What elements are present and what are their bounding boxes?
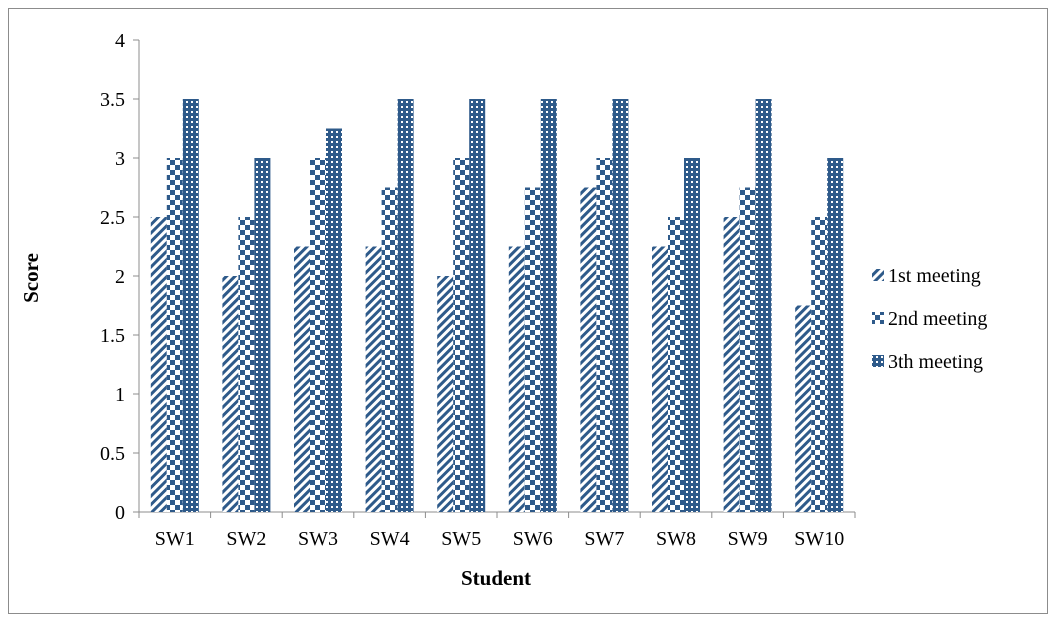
y-axis-title: Score (19, 253, 43, 303)
x-tick-label: SW2 (226, 528, 266, 550)
legend-swatch (872, 312, 884, 324)
legend-swatch (872, 355, 884, 367)
legend-label: 3th meeting (888, 351, 983, 373)
y-tick-label: 0.5 (100, 443, 125, 465)
bar-sw1-series-1 (150, 217, 167, 512)
bar-sw9-series-3 (755, 99, 772, 512)
y-tick-label: 4 (115, 30, 125, 52)
bar-sw5-series-3 (469, 99, 486, 512)
bar-sw3-series-2 (310, 158, 326, 512)
y-tick-label: 3 (115, 148, 125, 170)
bar-sw1-series-3 (182, 99, 199, 512)
x-tick-label: SW6 (513, 528, 553, 550)
x-tick-label: SW8 (656, 528, 696, 550)
y-tick-label: 2.5 (100, 207, 125, 229)
x-tick-label: SW1 (155, 528, 195, 550)
legend-label: 1st meeting (888, 265, 981, 287)
bar-sw3-series-3 (326, 128, 342, 512)
bar-sw2-series-2 (238, 217, 255, 512)
legend-swatch (872, 269, 884, 281)
y-tick-label: 2 (115, 266, 125, 288)
bar-sw4-series-3 (397, 99, 414, 512)
x-tick-label: SW5 (441, 528, 481, 550)
bar-sw5-series-2 (453, 158, 470, 512)
legend-label: 2nd meeting (888, 308, 987, 330)
bar-sw4-series-1 (365, 246, 382, 512)
x-tick-label: SW4 (370, 528, 410, 550)
bar-sw8-series-3 (684, 158, 700, 512)
bar-sw8-series-1 (652, 246, 668, 512)
y-tick-label: 1 (115, 384, 125, 406)
bars (150, 99, 844, 512)
bar-sw5-series-1 (437, 276, 454, 512)
x-axis: SW1 SW2 SW3 SW4 SW5 SW6 SW7 SW8 SW9 SW10 (138, 511, 856, 550)
y-tick-label: 1.5 (100, 325, 125, 347)
bar-sw6-series-3 (540, 99, 557, 512)
legend: 1st meeting 2nd meeting 3th meeting (872, 265, 987, 373)
bar-sw2-series-1 (222, 276, 239, 512)
x-tick-label: SW3 (298, 528, 338, 550)
y-axis: 0 0.5 1 1.5 2 2.5 3 3.5 4 (100, 30, 140, 524)
bar-sw2-series-3 (254, 158, 271, 512)
x-axis-title: Student (461, 566, 531, 590)
bar-sw6-series-1 (508, 246, 525, 512)
x-tick-label: SW9 (728, 528, 768, 550)
bar-sw9-series-2 (739, 187, 756, 512)
bar-sw3-series-1 (294, 246, 310, 512)
bar-sw9-series-1 (723, 217, 740, 512)
bar-sw7-series-3 (612, 99, 629, 512)
bar-sw10-series-2 (811, 217, 828, 512)
bar-sw6-series-2 (524, 187, 541, 512)
bar-sw7-series-2 (596, 158, 613, 512)
bar-sw8-series-2 (668, 217, 684, 512)
bar-sw1-series-2 (166, 158, 183, 512)
x-tick-label: SW7 (584, 528, 624, 550)
bar-sw4-series-2 (381, 187, 398, 512)
y-tick-label: 0 (115, 502, 125, 524)
bar-sw10-series-1 (795, 305, 812, 512)
bar-sw7-series-1 (580, 187, 597, 512)
bar-sw10-series-3 (827, 158, 844, 512)
y-tick-label: 3.5 (100, 89, 125, 111)
x-tick-label: SW10 (794, 528, 844, 550)
